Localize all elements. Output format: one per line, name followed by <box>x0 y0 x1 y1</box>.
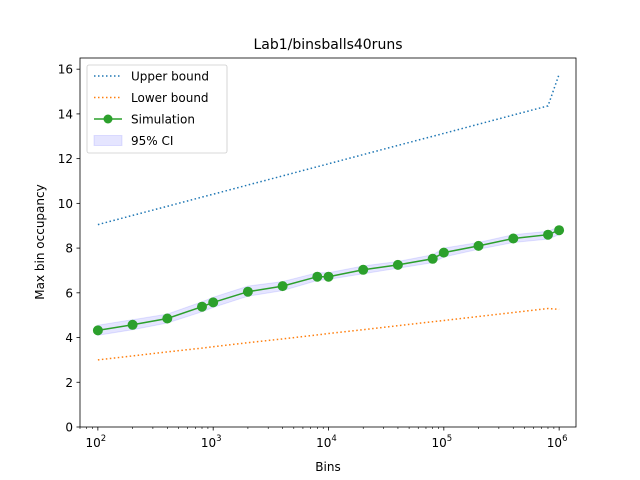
y-tick-label: 2 <box>65 376 73 390</box>
data-point-simulation <box>438 247 449 258</box>
data-point-simulation <box>127 319 138 330</box>
legend-label-lower-bound: Lower bound <box>131 91 209 105</box>
axes-frame <box>79 57 577 428</box>
data-point-simulation <box>312 271 323 282</box>
x-tick-label: 102 <box>86 434 107 450</box>
data-point-simulation <box>208 297 219 308</box>
data-point-simulation <box>392 259 403 270</box>
x-tick-label: 106 <box>547 434 568 450</box>
ticks-layer: 102 103 104 105 106 0 2 4 6 8 10 12 14 16 <box>58 63 568 450</box>
series-layer <box>92 74 565 361</box>
legend-label-simulation: Simulation <box>131 113 195 127</box>
data-point-simulation <box>242 286 253 297</box>
chart-title: Lab1/binsballs40runs <box>254 37 403 53</box>
y-tick-label: 16 <box>58 63 73 77</box>
axes-layer <box>79 57 577 428</box>
data-point-simulation <box>92 325 103 336</box>
data-point-simulation <box>427 253 438 264</box>
legend-swatch-95-ci <box>93 135 123 146</box>
y-tick-label: 0 <box>65 421 73 435</box>
legend-label-upper-bound: Upper bound <box>131 70 209 84</box>
data-point-simulation <box>277 281 288 292</box>
legend-label-95-ci: 95% CI <box>131 134 173 148</box>
legend-marker-simulation <box>103 114 113 124</box>
y-tick-label: 10 <box>58 197 73 211</box>
data-point-simulation <box>473 240 484 251</box>
data-point-simulation <box>554 225 565 236</box>
data-point-simulation <box>162 313 173 324</box>
y-tick-label: 6 <box>65 286 73 300</box>
legend: Upper bound Lower bound Simulation 95% CI <box>86 64 228 154</box>
data-point-simulation <box>508 233 519 244</box>
x-tick-label: 103 <box>201 434 222 450</box>
y-tick-label: 12 <box>58 152 73 166</box>
legend-box <box>86 64 228 154</box>
data-point-simulation <box>323 271 334 282</box>
y-axis-label: Max bin occupancy <box>33 184 47 299</box>
data-point-simulation <box>543 229 553 240</box>
data-point-simulation <box>358 264 369 275</box>
y-tick-label: 8 <box>65 242 73 256</box>
series-line-lower-bound <box>97 307 560 361</box>
x-tick-label: 104 <box>316 434 337 450</box>
x-axis-label: Bins <box>315 460 340 474</box>
y-tick-label: 4 <box>65 331 73 345</box>
x-tick-label: 105 <box>431 434 452 450</box>
y-tick-label: 14 <box>58 107 73 121</box>
data-point-simulation <box>197 301 207 312</box>
